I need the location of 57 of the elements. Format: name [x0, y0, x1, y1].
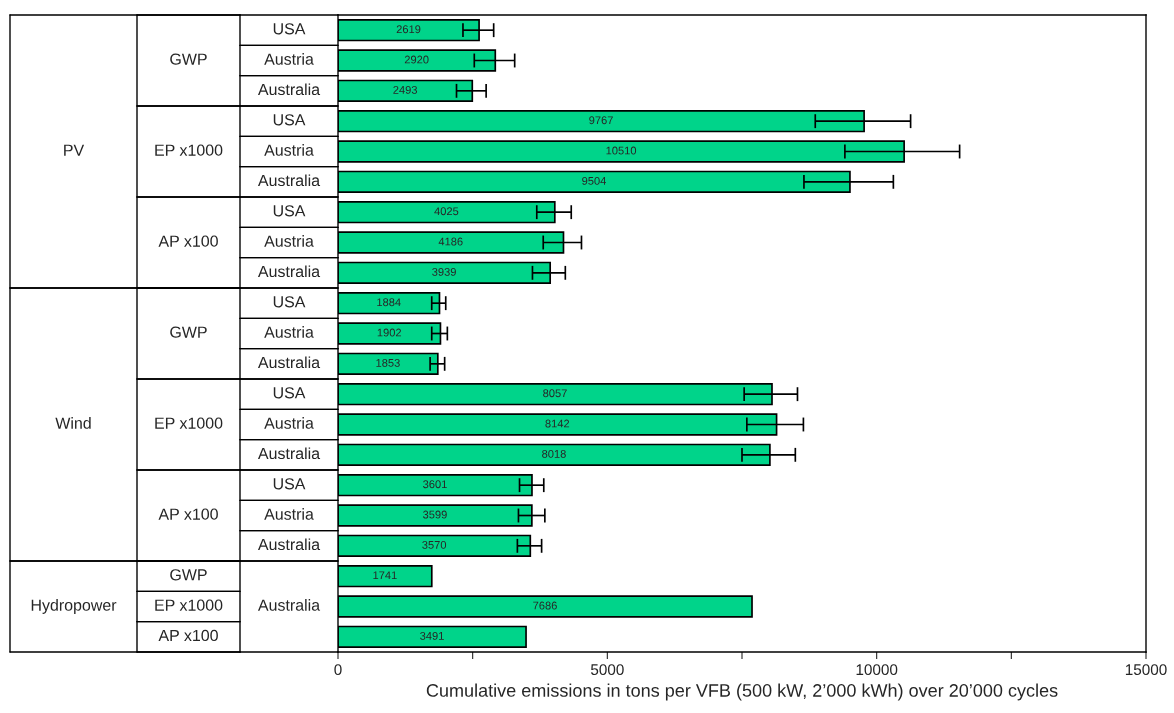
text: EP x1000 [155, 599, 223, 611]
data-label: 3491 [420, 631, 444, 640]
y-tick-label: Austria [264, 508, 314, 520]
data-label: 10510 [606, 146, 637, 155]
y-tick-label: Australia [257, 599, 321, 611]
x-axis-title: Cumulative emissions in tons per VFB (500 kW, 2’000 kWh) over 20’000 cycles [426, 683, 1058, 701]
data-label: 8057 [543, 389, 567, 398]
y-tick-label: Austria [264, 144, 314, 156]
data-label: 2920 [404, 55, 429, 64]
text: EP x1000 [155, 144, 223, 156]
x-tick-label: 15000 [1125, 664, 1167, 676]
data-label: 3601 [423, 480, 447, 489]
text: GWP [170, 53, 207, 65]
data-label: 9504 [582, 176, 607, 185]
y-tick-label: USA [273, 114, 306, 126]
x-tick-label: 0 [334, 664, 342, 676]
x-tick-label: 10000 [856, 664, 898, 676]
text: GWP [170, 569, 207, 581]
y-tick-label: USA [273, 296, 306, 308]
text: AP x100 [158, 508, 218, 520]
y-tick-label: Australia [257, 538, 321, 551]
data-label: 3939 [432, 267, 456, 276]
y-tick-label: USA [273, 205, 306, 217]
data-label: 2493 [393, 85, 418, 94]
data-label: 3570 [422, 540, 447, 549]
data-label: 7686 [533, 601, 557, 610]
y-tick-label: Austria [264, 235, 314, 247]
y-tick-label: Australia [257, 83, 321, 96]
text: AP x100 [158, 629, 218, 642]
text: PV [64, 144, 85, 156]
data-label: 1853 [376, 358, 400, 367]
data-label: 1884 [377, 298, 401, 307]
data-label: 9767 [589, 116, 613, 125]
y-tick-label: Austria [264, 417, 314, 429]
data-label: 8018 [542, 449, 566, 458]
data-label: 4025 [434, 207, 459, 216]
y-tick-label: Austria [264, 326, 314, 338]
text: EP x1000 [155, 417, 223, 429]
text: Wind [55, 417, 91, 429]
data-label: 4186 [438, 237, 463, 246]
text: AP x100 [158, 235, 218, 247]
data-label: 3599 [423, 510, 447, 519]
data-label: 1741 [373, 571, 397, 580]
data-label: 2619 [396, 25, 421, 34]
y-tick-label: Australia [257, 447, 321, 460]
y-tick-label: USA [273, 387, 306, 399]
y-tick-label: Australia [257, 356, 321, 369]
y-tick-label: USA [273, 478, 306, 490]
data-label: 1902 [377, 328, 402, 337]
x-tick-label: 5000 [590, 664, 624, 676]
y-tick-label: Austria [264, 53, 314, 65]
text: GWP [170, 326, 207, 338]
y-tick-label: Australia [257, 174, 321, 187]
y-tick-label: USA [273, 23, 306, 35]
text: Hydropower [31, 599, 117, 614]
y-tick-label: Australia [257, 265, 321, 278]
data-label: 8142 [545, 419, 570, 428]
